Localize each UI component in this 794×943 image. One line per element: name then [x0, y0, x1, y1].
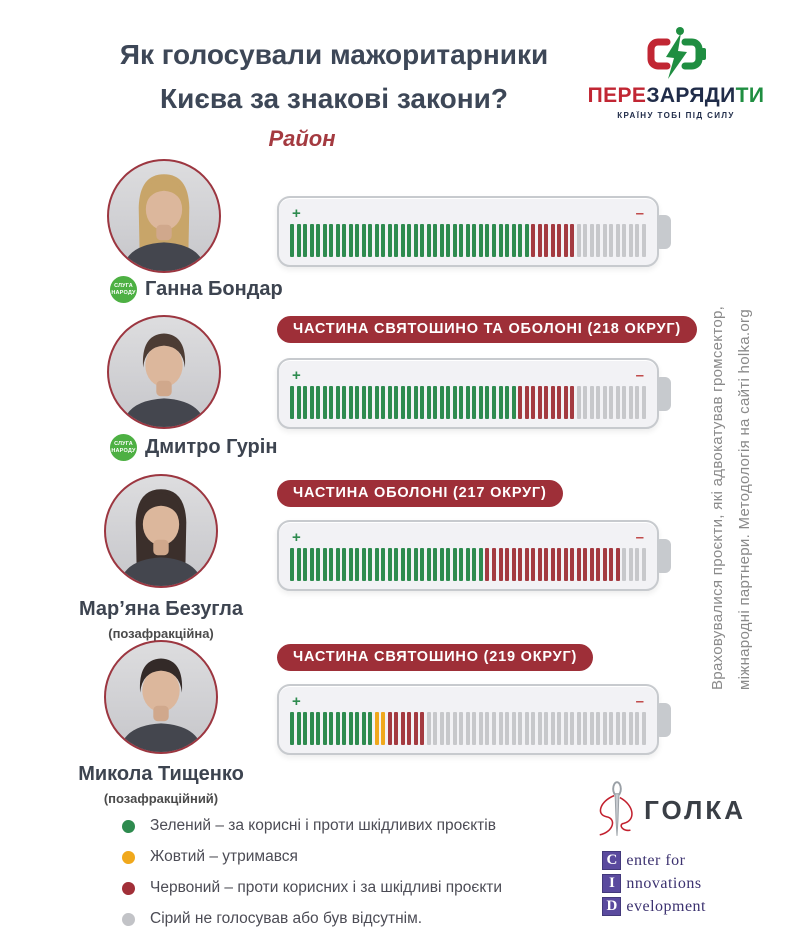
- methodology-note: Враховувалися проєкти, які адвокатував г…: [704, 252, 758, 690]
- district-pill-217: ЧАСТИНА ОБОЛОНІ (217 ОКРУГ): [277, 480, 563, 507]
- plus-sign: +: [292, 367, 301, 384]
- cid-text: evelopment: [626, 897, 706, 915]
- deputy-4-name: Микола Тищенко: [78, 763, 244, 785]
- yellow-dot-icon: [122, 850, 135, 864]
- legend-item-red: Червоний – проти корисних і за шкідливі …: [122, 879, 502, 897]
- brand-name-part3: ТИ: [735, 84, 765, 107]
- needle-icon: [599, 781, 633, 836]
- minus-sign: –: [635, 693, 644, 710]
- plus-sign: +: [292, 205, 301, 222]
- cid-row: I nnovations: [602, 874, 706, 893]
- sluha-narodu-badge: СЛУГА НАРОДУ: [110, 276, 137, 303]
- avatar-dmytro-hurin: [107, 315, 221, 429]
- red-dot-icon: [122, 881, 135, 895]
- cid-letter-i: I: [602, 874, 622, 893]
- brand-name: ПЕРЕЗАРЯДИТИ: [578, 84, 774, 108]
- plus-sign: +: [292, 529, 301, 546]
- gray-dot-icon: [122, 912, 135, 926]
- legend: Зелений – за корисні і проти шкідливих п…: [122, 817, 502, 941]
- legend-label: Жовтий – утримався: [150, 848, 298, 865]
- legend-item-gray: Сірий не голосував або був відсутнім.: [122, 910, 502, 928]
- holka-logo: ГОЛКА: [594, 780, 746, 840]
- deputy-3-name: Мар’яна Безугла: [79, 598, 243, 620]
- avatar-mariana-bezuhla: [104, 474, 218, 588]
- vote-ticks: [290, 224, 646, 257]
- badge-text-line1: СЛУГА: [114, 282, 133, 289]
- deputy-2-name-row: СЛУГА НАРОДУ Дмитро Гурін: [110, 434, 277, 461]
- district-pill-218: ЧАСТИНА СВЯТОШИНО ТА ОБОЛОНІ (218 ОКРУГ): [277, 316, 697, 343]
- cid-text: nnovations: [626, 874, 702, 892]
- deputy-4-subtitle: (позафракційний): [103, 791, 219, 806]
- legend-label: Червоний – проти корисних і за шкідливі …: [150, 879, 503, 896]
- vote-battery-hanna-bondar: + –: [277, 196, 659, 267]
- legend-item-green: Зелений – за корисні і проти шкідливих п…: [122, 817, 502, 835]
- badge-text-line2: НАРОДУ: [111, 289, 136, 296]
- legend-item-yellow: Жовтий – утримався: [122, 848, 502, 866]
- cid-letter-d: D: [602, 897, 622, 916]
- minus-sign: –: [635, 367, 644, 384]
- brand-tagline: КРАЇНУ ТОБІ ПІД СИЛУ: [617, 111, 735, 120]
- minus-sign: –: [635, 529, 644, 546]
- methodology-note-line1: Враховувалися проєкти, які адвокатував г…: [709, 305, 726, 690]
- cid-letter-c: C: [602, 851, 622, 870]
- legend-label: Сірий не голосував або був відсутнім.: [150, 910, 423, 927]
- cid-row: D evelopment: [602, 897, 706, 916]
- perezaryadyty-logo: ПЕРЕЗАРЯДИТИ КРАЇНУ ТОБІ ПІД СИЛУ: [578, 26, 774, 120]
- vote-battery-dmytro-hurin: + –: [277, 358, 659, 429]
- vote-ticks: [290, 386, 646, 419]
- page-title: Як голосували мажоритарники Києва за зна…: [88, 33, 580, 121]
- methodology-note-line2: міжнародні партнери. Методологія на сайт…: [736, 309, 753, 690]
- region-label: Район: [268, 126, 336, 151]
- legend-label: Зелений – за корисні і проти шкідливих п…: [150, 817, 496, 834]
- brand-name-part2: ЗАРЯДИ: [646, 84, 736, 107]
- deputy-1-name: Ганна Бондар: [145, 278, 283, 300]
- holka-wordmark: ГОЛКА: [644, 794, 746, 825]
- cid-row: C enter for: [602, 851, 706, 870]
- green-dot-icon: [122, 819, 135, 833]
- badge-text-line2: НАРОДУ: [111, 447, 136, 454]
- vote-battery-mykola-tyshchenko: + –: [277, 684, 659, 755]
- plus-sign: +: [292, 693, 301, 710]
- minus-sign: –: [635, 205, 644, 222]
- sluha-narodu-badge: СЛУГА НАРОДУ: [110, 434, 137, 461]
- avatar-hanna-bondar: [107, 159, 221, 273]
- avatar-mykola-tyshchenko: [104, 640, 218, 754]
- deputy-2-name: Дмитро Гурін: [145, 436, 278, 458]
- battery-lightning-icon: [647, 27, 706, 79]
- deputy-3-subtitle: (позафракційна): [108, 626, 214, 641]
- cid-text: enter for: [626, 851, 686, 869]
- vote-battery-mariana-bezuhla: + –: [277, 520, 659, 591]
- badge-text-line1: СЛУГА: [114, 440, 133, 447]
- district-pill-219: ЧАСТИНА СВЯТОШИНО (219 ОКРУГ): [277, 644, 594, 671]
- brand-name-part1: ПЕРЕ: [587, 84, 647, 107]
- vote-ticks: [290, 548, 646, 581]
- cid-logo: C enter for I nnovations D evelopment: [602, 851, 706, 920]
- deputy-1-name-row: СЛУГА НАРОДУ Ганна Бондар: [110, 276, 283, 303]
- page-title-line1: Як голосували мажоритарники: [119, 39, 549, 70]
- vote-ticks: [290, 712, 646, 745]
- page-title-line2: Києва за знакові закони?: [160, 83, 508, 115]
